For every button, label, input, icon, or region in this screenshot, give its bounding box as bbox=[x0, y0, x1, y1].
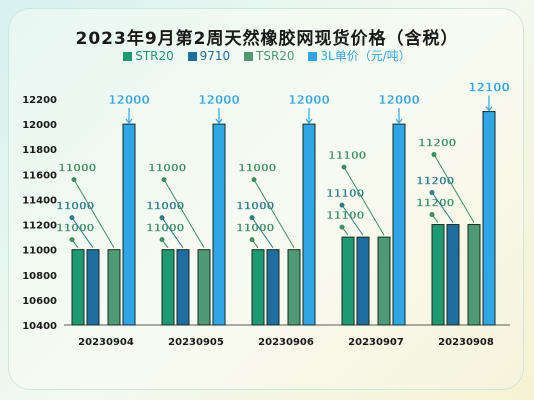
data-label-arrow bbox=[305, 118, 313, 125]
data-label-arrow bbox=[125, 118, 133, 125]
data-label-leader bbox=[251, 217, 274, 248]
y-tick-label: 11800 bbox=[22, 145, 57, 156]
bar-str20-20230907 bbox=[341, 236, 355, 326]
y-tick-label: 10800 bbox=[22, 271, 57, 282]
legend-item-tsr20: TSR20 bbox=[244, 49, 295, 63]
y-tick-label: 11400 bbox=[22, 195, 57, 206]
data-label-str20: 11100 bbox=[326, 209, 365, 222]
data-label-leader bbox=[343, 166, 385, 236]
legend: STR20 9710 TSR20 3L单价（元/吨） bbox=[0, 47, 534, 64]
y-tick-label: 12000 bbox=[22, 120, 57, 131]
data-label-tsr20: 11000 bbox=[148, 162, 187, 175]
data-label-3l: 12000 bbox=[198, 93, 240, 107]
data-label-9710: 11000 bbox=[56, 200, 95, 213]
data-label-9710: 11000 bbox=[236, 200, 275, 213]
data-label-9710: 11000 bbox=[146, 200, 185, 213]
data-label-3l: 12000 bbox=[378, 93, 420, 107]
x-tick-label: 20230908 bbox=[438, 337, 494, 348]
data-label-str20: 11000 bbox=[56, 222, 95, 235]
data-label-tsr20: 11200 bbox=[418, 137, 457, 150]
data-label-tsr20: 11000 bbox=[58, 162, 97, 175]
bar-3l-20230907 bbox=[392, 123, 406, 326]
data-label-leader bbox=[341, 204, 364, 236]
chart-panel bbox=[8, 8, 524, 390]
data-label-str20: 11000 bbox=[236, 222, 275, 235]
data-label-leader bbox=[431, 214, 439, 223]
legend-label-str20: STR20 bbox=[135, 49, 174, 63]
y-tick-label: 11000 bbox=[22, 246, 57, 257]
data-label-leader bbox=[163, 179, 205, 248]
data-label-str20: 11000 bbox=[146, 222, 185, 235]
bar-9710-20230904 bbox=[86, 249, 100, 326]
bar-9710-20230908 bbox=[446, 224, 460, 326]
data-label-leader bbox=[431, 192, 454, 223]
bar-3l-20230905 bbox=[212, 123, 226, 326]
bar-3l-20230906 bbox=[302, 123, 316, 326]
data-label-3l: 12000 bbox=[288, 93, 330, 107]
legend-swatch-9710 bbox=[187, 52, 197, 61]
bar-tsr20-20230905 bbox=[197, 249, 211, 326]
data-label-leader bbox=[341, 226, 349, 236]
bar-tsr20-20230907 bbox=[377, 236, 391, 326]
bar-tsr20-20230904 bbox=[107, 249, 121, 326]
bar-tsr20-20230906 bbox=[287, 249, 301, 326]
y-tick-label: 10400 bbox=[22, 321, 57, 332]
y-tick-label: 10600 bbox=[22, 296, 57, 307]
bar-str20-20230904 bbox=[71, 249, 85, 326]
data-label-leader bbox=[71, 239, 79, 248]
data-label-tsr20: 11100 bbox=[328, 149, 367, 162]
data-label-arrow bbox=[395, 118, 403, 125]
bar-tsr20-20230908 bbox=[467, 224, 481, 326]
data-label-arrow bbox=[215, 118, 223, 125]
data-label-3l: 12100 bbox=[468, 81, 510, 95]
bar-3l-20230908 bbox=[482, 111, 496, 326]
data-label-tsr20: 11000 bbox=[238, 162, 277, 175]
data-label-leader bbox=[161, 217, 184, 248]
x-tick-label: 20230905 bbox=[168, 337, 224, 348]
bar-3l-20230904 bbox=[122, 123, 136, 326]
y-tick-label: 11600 bbox=[22, 170, 57, 181]
data-label-leader bbox=[73, 179, 115, 248]
x-tick-label: 20230907 bbox=[348, 337, 404, 348]
legend-swatch-tsr20 bbox=[244, 52, 253, 61]
data-label-9710: 11100 bbox=[326, 187, 365, 200]
y-tick-label: 11200 bbox=[22, 221, 57, 232]
bar-str20-20230905 bbox=[161, 249, 175, 326]
data-label-leader bbox=[161, 239, 169, 248]
y-tick-label: 12200 bbox=[22, 95, 57, 106]
bar-str20-20230906 bbox=[251, 249, 265, 326]
data-label-leader bbox=[71, 217, 94, 248]
x-tick-label: 20230906 bbox=[258, 337, 314, 348]
legend-swatch-str20 bbox=[123, 52, 133, 61]
legend-label-tsr20: TSR20 bbox=[256, 49, 295, 63]
bar-str20-20230908 bbox=[431, 224, 445, 326]
legend-label-3l: 3L单价（元/吨） bbox=[320, 49, 411, 63]
data-label-3l: 12000 bbox=[108, 93, 150, 107]
legend-label-9710: 9710 bbox=[199, 49, 231, 63]
legend-item-str20: STR20 bbox=[123, 49, 174, 63]
data-label-arrow bbox=[485, 106, 493, 112]
data-label-9710: 11200 bbox=[416, 175, 455, 188]
data-label-str20: 11200 bbox=[416, 197, 455, 210]
bar-9710-20230906 bbox=[266, 249, 280, 326]
data-label-leader bbox=[433, 154, 475, 223]
chart-title: 2023年9月第2周天然橡胶网现货价格（含税） bbox=[75, 29, 459, 49]
x-tick-label: 20230904 bbox=[78, 337, 134, 348]
legend-item-3l: 3L单价（元/吨） bbox=[308, 47, 411, 64]
legend-swatch-3l bbox=[308, 52, 318, 61]
data-label-leader bbox=[251, 239, 259, 248]
data-label-leader bbox=[253, 179, 295, 248]
bar-9710-20230907 bbox=[356, 236, 370, 326]
bar-9710-20230905 bbox=[176, 249, 190, 326]
legend-item-9710: 9710 bbox=[187, 49, 231, 63]
